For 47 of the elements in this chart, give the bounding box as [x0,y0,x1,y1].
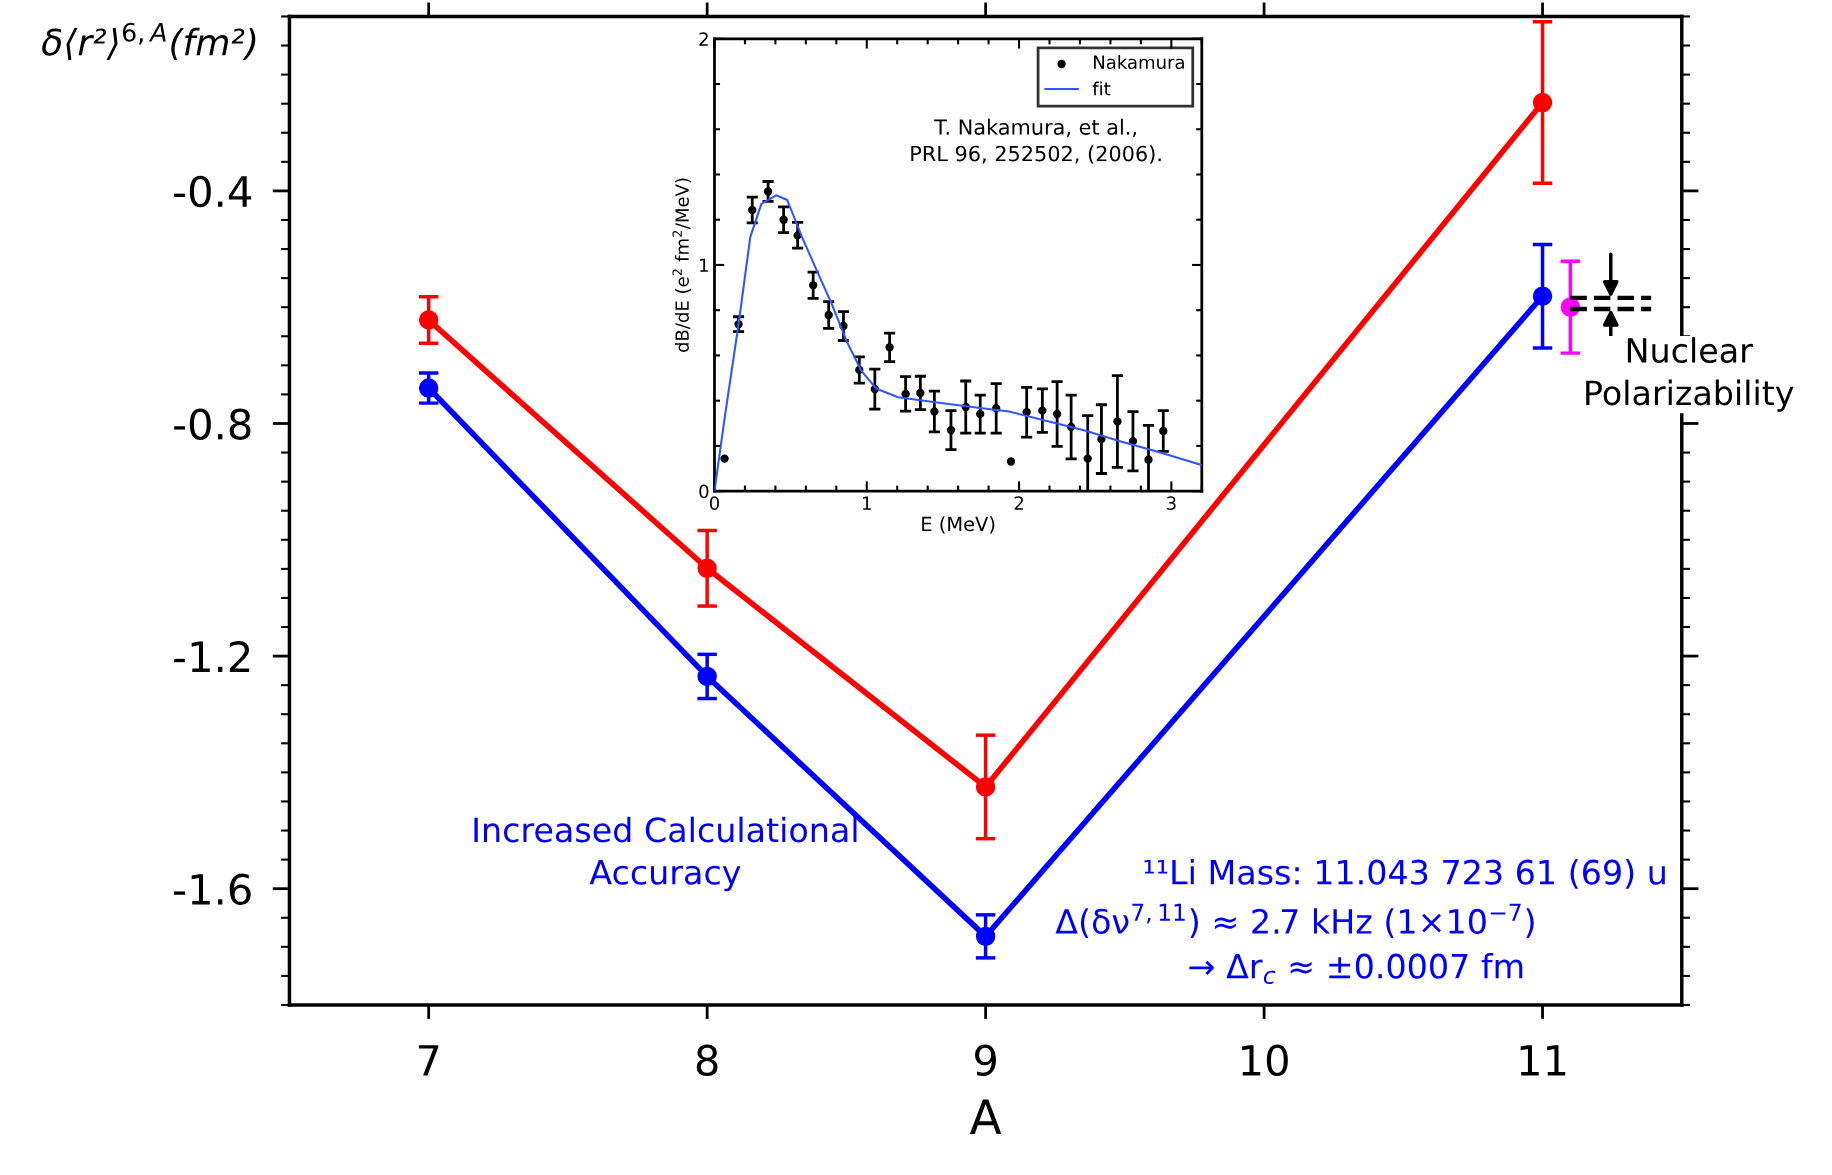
annotation: → Δr$_{c}$ ≈ ±0.0007 fm [1189,952,1523,985]
point [1052,409,1062,419]
y-axis-title: dB/dE (e$^{2}$ fm$^{2}$/MeV) [672,178,692,352]
y-tick-label: -0.4 [174,175,252,208]
y-tick-label: 2 [699,32,708,46]
annotation: T. Nakamura, et al., PRL 96, 252502, (2006). [911,118,1161,164]
annotation: Nuclear Polarizability [1586,337,1794,412]
legend-label: Nakamura [1094,55,1184,69]
point [930,407,939,416]
y-tick-label: -1.6 [174,873,251,906]
point [824,310,833,320]
y-tick-label: -1.2 [174,640,250,672]
x-axis-title: A [969,1099,1002,1134]
point [1113,417,1122,426]
point [901,389,910,399]
point [720,454,729,463]
x-tick-label: 3 [1166,496,1176,510]
x-tick-label: 2 [1014,496,1023,510]
y-tick-label: -0.8 [174,408,251,440]
legend-label: fit [1092,81,1111,96]
point [885,343,894,352]
point [946,425,956,435]
x-axis-title: E (MeV) [922,516,995,534]
point [916,388,925,398]
point [1144,455,1153,464]
point [763,187,773,196]
annotation: Δ(δν$^{7,11}$) ≈ 2.7 kHz (1×10$^{−7}$) [1055,903,1534,938]
annotation: Increased Calculational Accuracy [474,816,857,892]
x-tick-label: 8 [696,1044,718,1077]
point [1038,406,1047,415]
x-tick-label: 0 [709,496,720,510]
x-tick-label: 11 [1520,1045,1566,1076]
x-tick-label: 9 [974,1044,996,1077]
point [748,205,757,215]
y-axis-title: δ⟨r²⟩$^{6,A}$(fm²) [42,22,256,61]
y-tick-label: 1 [700,258,708,272]
x-tick-label: 7 [418,1045,439,1076]
point [779,215,788,224]
point [1159,426,1168,436]
y-tick-label: 0 [699,484,709,499]
point [808,281,818,290]
x-tick-label: 10 [1242,1044,1288,1077]
x-tick-label: 1 [863,496,871,510]
point [976,409,985,419]
annotation: ¹¹Li Mass: 11.043 723 61 (69) u [1144,859,1665,889]
point [1006,457,1016,466]
point [1083,454,1092,463]
